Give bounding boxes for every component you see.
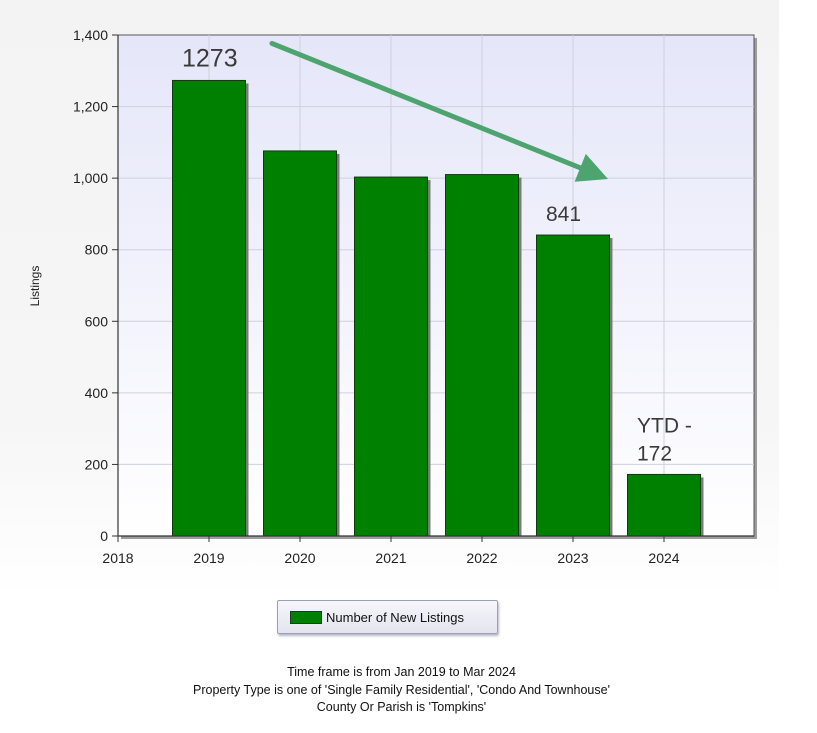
legend-swatch xyxy=(290,610,322,624)
trend-arrow-head xyxy=(574,153,608,182)
x-tick-label: 2019 xyxy=(193,550,224,566)
bar-2023 xyxy=(536,234,610,537)
x-tick-label: 2023 xyxy=(557,550,588,566)
x-tick-label: 2020 xyxy=(284,550,315,566)
footer-timeframe: Time frame is from Jan 2019 to Mar 2024 xyxy=(287,665,516,679)
y-tick-label: 1,400 xyxy=(73,27,108,43)
axes: 0 200 400 600 800 1,000 1,200 1,400 2018 2019 2020… xyxy=(73,27,754,566)
legend-label: Number of New Listings xyxy=(326,609,464,625)
y-tick-label: 200 xyxy=(85,456,109,472)
bar-2020 xyxy=(263,150,337,537)
y-tick-label: 0 xyxy=(100,528,108,544)
x-tick-label: 2024 xyxy=(648,550,679,566)
y-tick-label: 1,000 xyxy=(73,170,108,186)
annotation-2019: 1273 xyxy=(182,44,238,72)
bars xyxy=(172,79,704,537)
annotation-2024: YTD - xyxy=(637,414,692,437)
bar-2024 xyxy=(627,473,701,537)
y-tick-label: 400 xyxy=(85,385,109,401)
annotation-2024: 172 xyxy=(637,442,672,465)
chart-footer: Time frame is from Jan 2019 to Mar 2024 … xyxy=(0,664,803,717)
bar-2019 xyxy=(172,79,246,537)
bar-chart: 0 200 400 600 800 1,000 1,200 1,400 2018 2019 2020… xyxy=(28,27,757,566)
y-tick-label: 800 xyxy=(85,242,109,258)
y-tick-label: 600 xyxy=(85,313,109,329)
footer-property-type: Property Type is one of 'Single Family R… xyxy=(193,682,610,697)
annotations: 1273 841 YTD - 172 xyxy=(182,40,692,465)
trend-arrow-shaft xyxy=(269,40,583,171)
legend: Number of New Listings xyxy=(277,600,498,634)
footer-county: County Or Parish is 'Tompkins' xyxy=(316,700,487,714)
y-tick-label: 1,200 xyxy=(73,99,108,115)
bar-2021 xyxy=(354,176,428,537)
annotation-2023: 841 xyxy=(546,203,581,226)
x-tick-label: 2018 xyxy=(102,550,133,566)
y-axis-label: Listings xyxy=(28,266,42,307)
bar-2022 xyxy=(445,174,519,537)
x-tick-label: 2022 xyxy=(466,550,497,566)
x-tick-label: 2021 xyxy=(375,550,406,566)
